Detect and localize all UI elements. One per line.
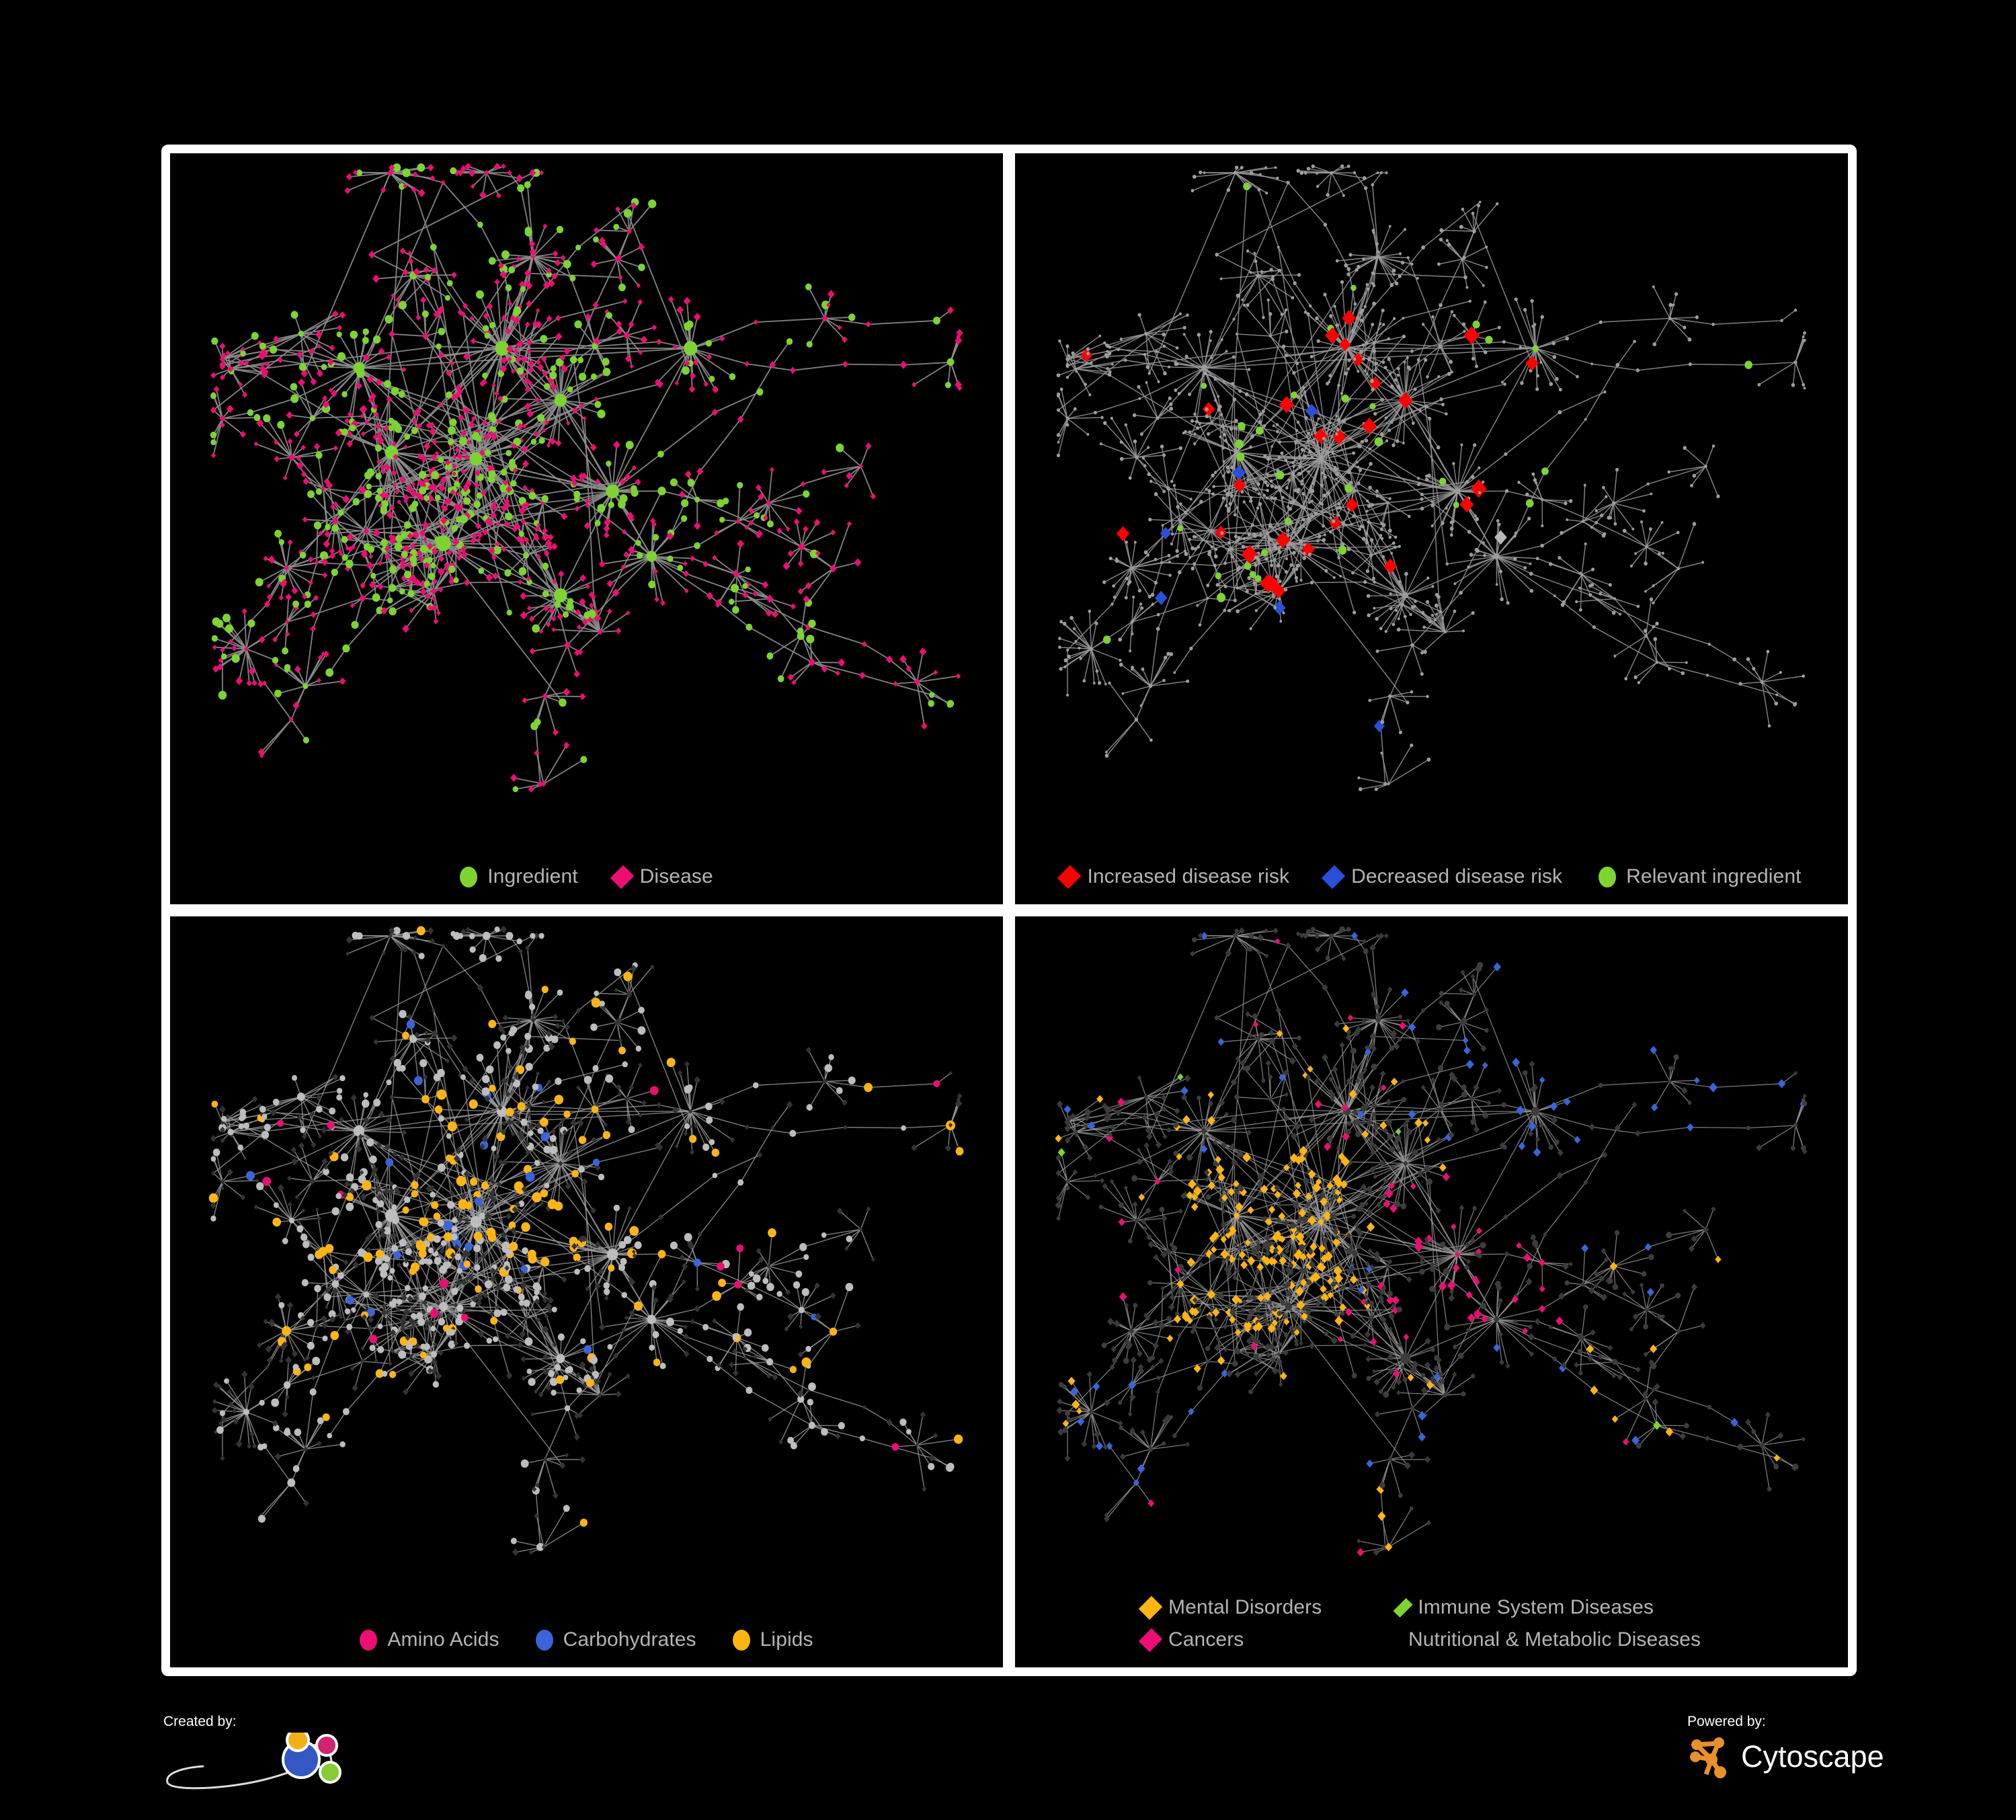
legend-item-decreased-risk: Decreased disease risk [1321,865,1563,889]
legend-label: Relevant ingredient [1626,865,1802,887]
orange-circle-icon [732,1629,750,1651]
legend-label: Cancers [1168,1628,1244,1651]
legend-item-cancers: Cancers [1138,1628,1398,1652]
legend-item-disease: Disease [610,865,713,889]
panel-grid: Ingredient Disease Increased disease ris… [161,145,1857,1676]
red-diamond-icon [1057,865,1082,889]
network-graph-ingredient-disease[interactable] [170,153,1003,803]
legend-label: Ingredient [487,865,578,887]
legend-panel-2: Increased disease risk Decreased disease… [1015,865,1848,889]
edgeleap-logo[interactable]: EdgeLeap [163,1733,385,1790]
network-graph-disease-risk[interactable] [1015,153,1848,803]
cytoscape-wordmark: Cytoscape [1741,1739,1884,1774]
legend-label: Decreased disease risk [1351,865,1563,887]
legend-panel-3: Amino Acids Carbohydrates Lipids [170,1628,1003,1651]
legend-item-mental-disorders: Mental Disorders [1138,1595,1398,1620]
legend-label: Increased disease risk [1087,865,1290,887]
pink-circle-icon [360,1629,378,1651]
cytoscape-logo[interactable]: Cytoscape [1687,1733,1884,1781]
legend-item-ingredient: Ingredient [460,865,578,888]
legend-panel-1: Ingredient Disease [170,865,1003,889]
green-circle-icon [1599,866,1617,887]
legend-label: Carbohydrates [563,1628,696,1651]
pink-diamond-icon [1138,1628,1163,1652]
legend-item-increased-risk: Increased disease risk [1057,865,1290,889]
pink-diamond-icon [610,865,634,889]
orange-diamond-icon [1138,1595,1163,1620]
panel-disease-risk: Increased disease risk Decreased disease… [1015,153,1848,904]
network-canvas-disease-risk[interactable] [1015,153,1848,803]
legend-label: Immune System Diseases [1418,1596,1654,1618]
legend-label: Lipids [760,1628,813,1651]
created-by-kicker: Created by: [163,1714,237,1729]
legend-item-nutritional-metabolic-diseases: Nutritional & Metabolic Diseases [1392,1628,1701,1651]
panel-nutrient-class: Amino Acids Carbohydrates Lipids [170,916,1003,1667]
legend-item-amino-acids: Amino Acids [360,1628,499,1651]
edgeleap-logo-mark [166,1733,341,1790]
legend-item-relevant-ingredient: Relevant ingredient [1599,865,1801,888]
legend-panel-4: Mental Disorders Immune System Diseases … [1015,1595,1848,1652]
network-canvas-disease-class[interactable] [1015,916,1848,1567]
legend-label: Nutritional & Metabolic Diseases [1408,1628,1701,1651]
green-circle-icon [460,866,478,887]
created-by-branding: Created by: EdgeLeap [163,1714,385,1790]
legend-item-immune-system-diseases: Immune System Diseases [1393,1596,1654,1619]
panel-ingredient-disease: Ingredient Disease [170,153,1003,904]
legend-item-carbohydrates: Carbohydrates [535,1628,696,1651]
network-canvas-ingredient-disease[interactable] [170,153,1003,803]
network-graph-disease-class[interactable] [1015,916,1848,1567]
legend-label: Mental Disorders [1168,1596,1322,1618]
blue-circle-icon [535,1629,553,1651]
powered-by-branding: Powered by: Cytosc [1687,1714,1884,1781]
network-canvas-nutrient-class[interactable] [170,916,1003,1567]
powered-by-kicker: Powered by: [1687,1714,1766,1729]
network-graph-nutrient-class[interactable] [170,916,1003,1567]
legend-label: Amino Acids [387,1628,499,1651]
blue-diamond-icon [1321,865,1346,889]
panel-disease-class: Mental Disorders Immune System Diseases … [1015,916,1848,1667]
cytoscape-logo-mark [1690,1737,1726,1778]
legend-item-lipids: Lipids [732,1628,813,1651]
legend-label: Disease [639,865,713,887]
